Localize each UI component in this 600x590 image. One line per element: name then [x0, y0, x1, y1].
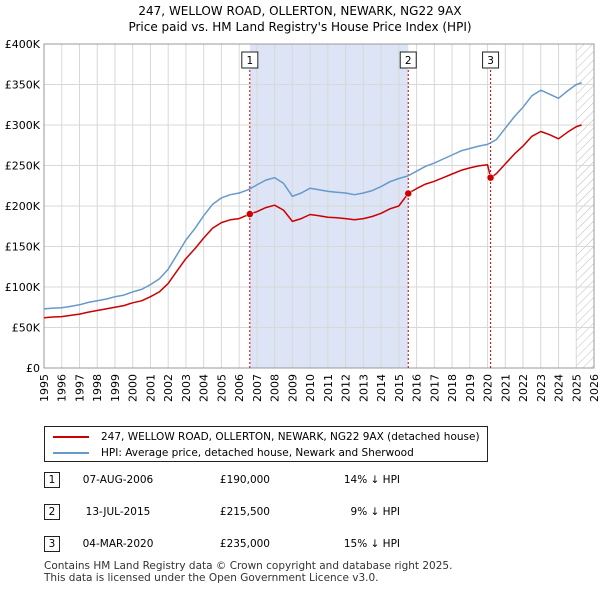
- x-tick-label: 1997: [73, 374, 86, 402]
- y-tick-label: £350K: [5, 79, 41, 92]
- legend-entry-hpi: HPI: Average price, detached house, Newa…: [53, 445, 414, 461]
- x-tick-label: 1996: [56, 374, 69, 402]
- price-chart: £0 £50K £100K £150K £200K £250K £300K £350K £400…: [5, 38, 600, 402]
- x-tick-label: 2016: [411, 374, 424, 402]
- x-tick-label: 2007: [251, 374, 264, 402]
- y-tick-label: £50K: [12, 322, 41, 335]
- x-tick-label: 2017: [428, 374, 441, 402]
- x-tick-label: 2026: [588, 374, 600, 402]
- chart-title: 247, WELLOW ROAD, OLLERTON, NEWARK, NG22…: [138, 4, 462, 18]
- y-tick-label: £100K: [5, 281, 41, 294]
- sale-row: 1 07-AUG-2006 £190,000 14% ↓ HPI: [44, 472, 464, 492]
- x-tick-label: 2015: [393, 374, 406, 402]
- x-tick-label: 2005: [215, 374, 228, 402]
- x-tick-label: 2009: [286, 374, 299, 402]
- price-series-line: [43, 124, 582, 319]
- copyright-line: Contains HM Land Registry data © Crown c…: [44, 560, 453, 572]
- y-tick-label: £300K: [5, 119, 41, 132]
- legend-price-label: 247, WELLOW ROAD, OLLERTON, NEWARK, NG22…: [101, 431, 480, 443]
- license-line: This data is licensed under the Open Gov…: [44, 571, 379, 584]
- sale-date: 07-AUG-2006: [82, 474, 154, 486]
- sale-number-badge: 3: [44, 536, 60, 552]
- sale-marker-label: 2: [405, 55, 412, 67]
- x-tick-label: 2025: [570, 374, 583, 402]
- sale-row: 3 04-MAR-2020 £235,000 15% ↓ HPI: [44, 536, 464, 556]
- x-tick-label: 2020: [482, 374, 495, 402]
- x-tick-label: 2012: [340, 374, 353, 402]
- x-tick-label: 2000: [127, 374, 140, 402]
- y-tick-label: £150K: [5, 241, 41, 254]
- y-tick-label: £250K: [5, 160, 41, 173]
- x-tick-label: 2021: [499, 374, 512, 402]
- y-tick-label: £200K: [5, 200, 41, 213]
- y-tick-label: £0: [26, 362, 40, 375]
- x-tick-label: 2008: [269, 374, 282, 402]
- sale-hpi-diff: 15% ↓ HPI: [343, 538, 400, 550]
- sale-point: [404, 189, 412, 198]
- x-tick-label: 2023: [535, 374, 548, 402]
- x-tick-label: 1995: [38, 374, 51, 402]
- x-tick-label: 2006: [233, 374, 246, 402]
- x-tick-label: 1999: [109, 374, 122, 402]
- x-tick-label: 2004: [198, 374, 211, 402]
- sale-price: £190,000: [219, 474, 270, 486]
- sale-row: 2 13-JUL-2015 £215,500 9% ↓ HPI: [44, 504, 464, 524]
- x-tick-label: 2001: [144, 374, 157, 402]
- data-attribution: Contains HM Land Registry data © Crown c…: [44, 560, 453, 584]
- y-tick-label: £400K: [5, 38, 41, 51]
- x-tick-label: 2011: [322, 374, 335, 402]
- chart-subtitle: Price paid vs. HM Land Registry's House …: [128, 20, 472, 34]
- sale-number-badge: 2: [44, 504, 60, 520]
- sale-point: [486, 173, 495, 182]
- x-tick-label: 2002: [162, 374, 175, 402]
- hpi-series-line: [43, 82, 582, 310]
- x-tick-label: 2022: [517, 374, 530, 402]
- x-tick-label: 2019: [464, 374, 477, 402]
- sale-price: £235,000: [219, 538, 270, 550]
- sale-price: £215,500: [219, 506, 270, 518]
- x-tick-label: 2024: [553, 374, 566, 402]
- x-tick-label: 2003: [180, 374, 193, 402]
- legend-price-swatch: [53, 436, 89, 438]
- sale-marker-box: [399, 51, 417, 69]
- x-tick-label: 2018: [446, 374, 459, 402]
- x-tick-label: 1998: [91, 374, 104, 402]
- legend-hpi-swatch: [53, 452, 89, 454]
- sale-date: 04-MAR-2020: [82, 538, 154, 550]
- sale-marker-box: [482, 51, 500, 69]
- sale-point: [246, 210, 254, 218]
- plot-frame: [43, 43, 595, 369]
- sale-marker-box: [241, 51, 259, 69]
- x-tick-label: 2014: [375, 374, 388, 402]
- sale-marker-label: 1: [246, 55, 253, 67]
- sale-number-badge: 1: [44, 472, 60, 488]
- x-tick-label: 2010: [304, 374, 317, 402]
- legend-hpi-label: HPI: Average price, detached house, Newa…: [101, 447, 414, 459]
- sale-marker-label: 3: [487, 55, 494, 67]
- sale-date: 13-JUL-2015: [85, 506, 151, 518]
- sale-hpi-diff: 14% ↓ HPI: [343, 474, 400, 486]
- x-tick-label: 2013: [357, 374, 370, 402]
- chart-legend: 247, WELLOW ROAD, OLLERTON, NEWARK, NG22…: [44, 426, 488, 462]
- legend-entry-price: 247, WELLOW ROAD, OLLERTON, NEWARK, NG22…: [53, 429, 480, 445]
- sale-hpi-diff: 9% ↓ HPI: [350, 506, 400, 518]
